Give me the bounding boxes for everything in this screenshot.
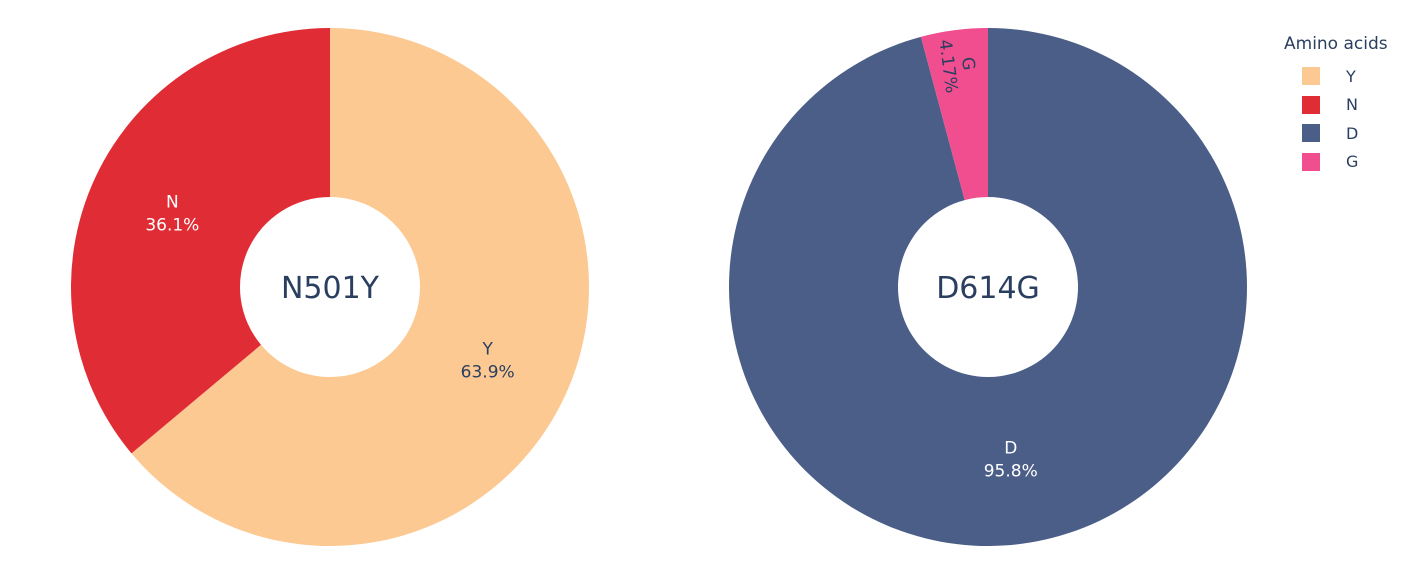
legend-label-y: Y <box>1346 66 1356 86</box>
donut-n501y: Y 63.9% N 36.1% N501Y <box>71 28 589 546</box>
slice-n501y-y[interactable] <box>131 28 589 546</box>
donut-d614g: D 95.8%G4.17%D614G <box>728 28 1247 546</box>
legend-item-g[interactable]: G <box>1284 148 1388 177</box>
slice-d614g-d[interactable] <box>728 28 1247 546</box>
slice-label-d614g-d: D 95.8% <box>984 439 1038 482</box>
legend-label-d: D <box>1346 123 1359 143</box>
legend-swatch-g <box>1302 152 1320 171</box>
slice-label-n501y-y: Y 63.9% <box>461 340 515 383</box>
legend-label-g: G <box>1346 152 1359 172</box>
legend-title: Amino acids <box>1284 34 1388 54</box>
legend-swatch-d <box>1302 124 1320 143</box>
legend-item-y[interactable]: Y <box>1284 62 1388 91</box>
legend-swatch-y <box>1302 67 1320 86</box>
legend-swatch-n <box>1302 95 1320 114</box>
legend-label-n: N <box>1346 95 1358 115</box>
slice-n501y-n[interactable] <box>71 28 331 454</box>
slice-d614g-g[interactable] <box>920 28 988 201</box>
legend-item-n[interactable]: N <box>1284 91 1388 120</box>
legend: Amino acids Y N D G <box>1284 34 1388 176</box>
center-label-d614g: D614G <box>936 271 1040 306</box>
slice-label-n501y-n: N 36.1% <box>145 192 199 235</box>
legend-item-d[interactable]: D <box>1284 119 1388 148</box>
center-label-n501y: N501Y <box>281 271 380 306</box>
